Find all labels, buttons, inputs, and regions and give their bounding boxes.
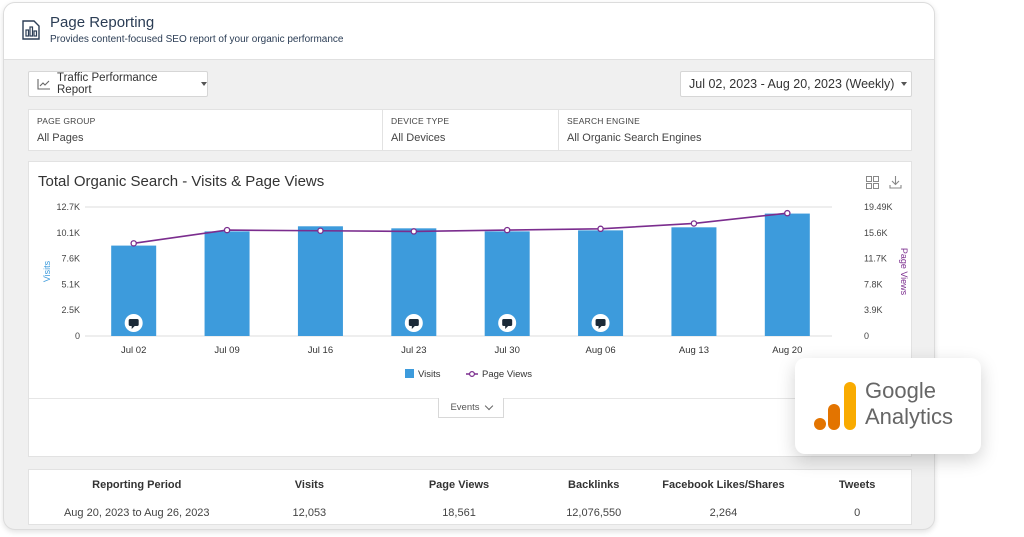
bar-visits [764,213,810,336]
y-tick-label: 0 [75,331,80,341]
y-right-tick-label: 11.7K [864,254,887,264]
table-cell: Aug 20, 2023 to Aug 26, 2023 [63,507,210,519]
events-toggle-button[interactable]: Events [438,398,504,418]
x-tick-label: Aug 13 [679,345,709,356]
y-tick-label: 12.7K [56,202,80,212]
date-range-dropdown[interactable]: Jul 02, 2023 - Aug 20, 2023 (Weekly) [680,71,912,97]
y-tick-label: 7.6K [61,254,80,264]
table-cell: 12,053 [292,507,327,519]
comment-icon-tail [131,326,135,329]
legend-marker-page-views [469,371,476,378]
table-header: Visits [294,479,324,491]
legend-swatch-visits [405,369,414,378]
filter-label: DEVICE TYPE [391,116,450,126]
y-tick-label: 2.5K [61,305,80,315]
summary-table: Reporting Period Visits Page Views Backl… [28,469,912,525]
visits-pageviews-chart: 0 2.5K 5.1K 7.6K 10.1K 12.7K 0 3.9K 7.8K 11.7K 15.… [42,202,909,380]
filter-value: All Devices [391,132,446,144]
point-page-views [410,228,418,235]
app-window: Page Reporting Provides content-focused … [3,2,935,530]
x-tick-label: Jul 23 [401,345,426,356]
comment-icon-tail [411,326,415,329]
report-type-label: Traffic Performance Report [57,72,158,96]
point-page-views [690,220,698,227]
table-cell: 18,561 [442,507,476,519]
filter-label: PAGE GROUP [37,116,96,126]
table-header: Page Views [428,479,490,491]
filter-value: All Organic Search Engines [567,132,702,144]
comment-icon-tail [505,326,509,329]
grid-view-icon[interactable] [866,176,879,189]
bar-visits [671,227,717,336]
x-tick-label: Aug 06 [586,345,616,356]
filter-device-type[interactable]: DEVICE TYPE All Devices [383,110,559,150]
comment-icon [128,319,139,326]
point-page-views [130,240,137,247]
filter-value: All Pages [37,132,84,144]
x-tick-label: Aug 20 [772,345,802,356]
y-right-tick-label: 0 [864,331,869,341]
table-header-row: Reporting Period Visits Page Views Backl… [29,479,911,491]
x-tick-label: Jul 30 [495,345,520,356]
y-axis-title: Visits [42,260,52,282]
table-header: Tweets [838,479,876,491]
table-row: Aug 20, 2023 to Aug 26, 2023 12,053 18,5… [29,507,911,519]
point-page-views [503,226,511,234]
x-tick-label: Jul 09 [214,345,239,356]
google-analytics-wordmark: Google Analytics [865,378,953,430]
x-tick-label: Jul 16 [308,345,333,356]
line-page-views [133,212,788,245]
filter-bar: PAGE GROUP All Pages DEVICE TYPE All Dev… [28,109,912,151]
google-analytics-badge: Google Analytics [795,358,981,454]
page-header: Page Reporting Provides content-focused … [4,3,934,60]
caret-down-icon [201,82,207,86]
table-cell: 0 [854,507,861,519]
comment-icon-tail [598,326,602,329]
legend-label-page-views: Page Views [482,369,532,380]
y-right-tick-label: 7.8K [864,279,883,289]
y-right-tick-label: 15.6K [864,228,888,238]
report-type-dropdown[interactable]: Traffic Performance Report [28,71,208,97]
y-right-tick-label: 3.9K [864,305,883,315]
point-page-views [597,225,604,233]
chevron-down-icon [484,401,493,410]
bar-chart-page-icon [22,20,40,40]
table-header: Facebook Likes/Shares [662,479,785,491]
bar-visits [297,226,343,336]
y-tick-label: 10.1K [56,228,80,238]
filter-page-group[interactable]: PAGE GROUP All Pages [29,110,383,150]
table-header: Backlinks [568,479,620,491]
caret-down-icon [901,82,908,86]
y-right-tick-label: 19.49K [864,202,893,212]
legend-label-visits: Visits [418,369,441,380]
table-cell: 12,076,550 [566,507,622,519]
x-tick-label: Jul 02 [121,345,146,356]
table-cell: 2,264 [709,507,738,519]
chart-title: Total Organic Search - Visits & Page Vie… [38,173,325,190]
download-icon[interactable] [889,175,902,189]
point-page-views [317,227,324,235]
comment-icon [408,319,419,326]
comment-icon [595,319,606,326]
bar-visits [204,231,250,336]
comment-icon [502,319,513,326]
y-tick-label: 5.1K [61,279,80,289]
filter-search-engine[interactable]: SEARCH ENGINE All Organic Search Engines [559,110,911,150]
y-right-axis-title: Page Views [899,248,909,296]
page-title: Page Reporting [50,14,155,31]
events-label: Events [450,402,480,413]
chart-card: 0 2.5K 5.1K 7.6K 10.1K 12.7K 0 3.9K 7.8K 11.7K 15.… [28,161,912,457]
ga-line-1: Google [865,378,936,403]
filter-label: SEARCH ENGINE [567,116,640,126]
table-header: Reporting Period [92,479,182,491]
page-subtitle: Provides content-focused SEO report of y… [50,34,344,45]
date-range-label: Jul 02, 2023 - Aug 20, 2023 (Weekly) [689,77,895,91]
point-page-views [784,209,791,217]
google-analytics-logo-icon [814,382,856,430]
line-chart-icon [37,79,50,90]
ga-line-2: Analytics [865,404,954,429]
point-page-views [223,226,231,234]
